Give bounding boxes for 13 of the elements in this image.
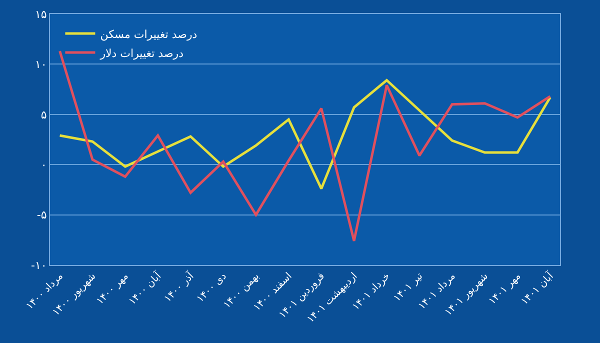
y-tick-label: ۵ — [40, 108, 47, 122]
y-tick-label: ۱۰ — [34, 58, 47, 72]
legend-label: درصد تغییرات دلار — [99, 46, 184, 60]
line-series — [58, 50, 552, 242]
line-series — [58, 79, 552, 190]
legend-label: درصد تغییرات مسکن — [100, 28, 198, 41]
x-tick-label: مهر ۱۴۰۰ — [94, 270, 131, 308]
y-tick-label: ۱۵ — [34, 8, 47, 21]
y-tick-label: -۵ — [36, 208, 47, 222]
x-tick-label: آذر ۱۴۰۰ — [161, 268, 198, 305]
x-tick-label: مهر ۱۴۰۱ — [486, 270, 524, 308]
y-tick-label: ۰ — [40, 158, 47, 172]
y-tick-label: -۱۰ — [31, 258, 47, 272]
